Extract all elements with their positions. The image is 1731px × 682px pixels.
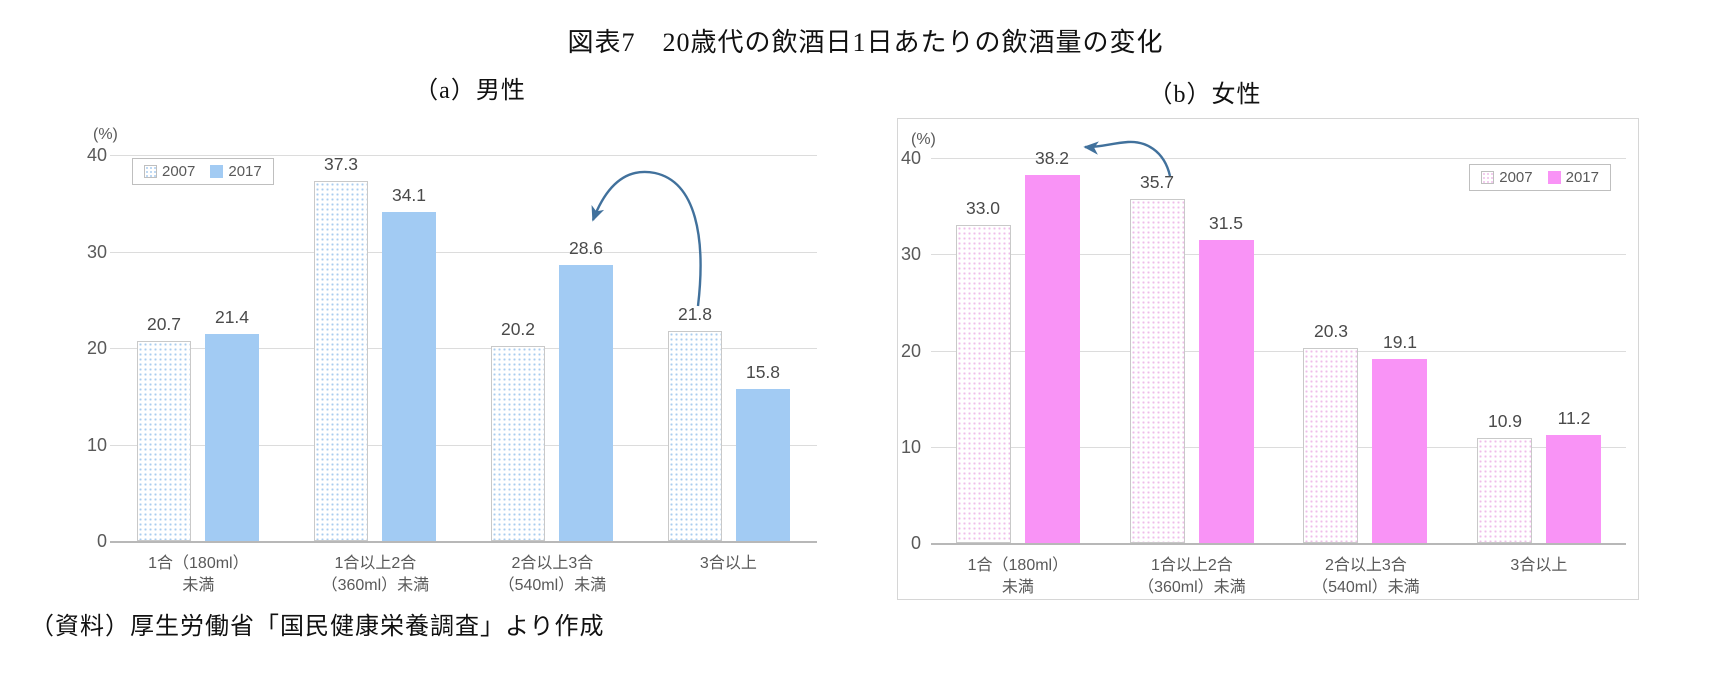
y-tick-label: 40 <box>900 148 921 168</box>
legend-label-2007: 2007 <box>1499 169 1533 186</box>
bar-2017-group3 <box>736 389 790 541</box>
figure-title: 図表7 20歳代の飲酒日1日あたりの飲酒量の変化 <box>567 28 1164 57</box>
value-label: 10.9 <box>1487 411 1523 431</box>
bar-2017-group0 <box>205 334 259 541</box>
value-label: 11.2 <box>1557 408 1591 428</box>
legend-label-2017: 2017 <box>1565 169 1599 186</box>
y-tick-label: 20 <box>900 341 921 361</box>
bar-2017-group1 <box>382 212 436 541</box>
legend-swatch-2007 <box>1481 171 1495 184</box>
value-label: 15.8 <box>745 362 781 382</box>
x-category-label: 2合以上3合 <box>1324 557 1407 574</box>
chart-men: (%) 40 30 20 10 0 20.7 21.4 1合（180ml） 未満 37.3 34.1 1… <box>65 112 845 617</box>
x-category-label: 3合以上 <box>699 555 757 572</box>
panel-title-men: （a）男性 <box>414 78 526 104</box>
panel-title-women: （b）女性 <box>1148 82 1262 108</box>
y-tick-label: 30 <box>900 244 921 264</box>
gridline-30 <box>110 252 817 253</box>
value-label: 33.0 <box>965 198 1001 218</box>
x-category-label: 未満 <box>182 577 215 594</box>
bar-2017-group0 <box>1025 175 1080 543</box>
gridline-40 <box>110 155 817 156</box>
y-tick-label: 0 <box>96 531 107 551</box>
gridline-40 <box>931 158 1626 159</box>
gridline-30 <box>931 254 1626 255</box>
gridline-20 <box>931 351 1626 352</box>
gridline-10 <box>110 445 817 446</box>
legend-swatch-2017 <box>210 165 224 178</box>
value-label: 20.3 <box>1313 321 1349 341</box>
bar-2007-group0 <box>137 341 191 541</box>
legend-swatch-2007 <box>144 165 157 178</box>
x-category-label: （540ml）未満 <box>498 577 607 594</box>
legend: 2007 2017 <box>1469 164 1611 191</box>
legend-swatch-2017 <box>1547 171 1561 184</box>
x-category-label: 1合以上2合 <box>334 555 417 572</box>
y-tick-label: 0 <box>910 533 921 553</box>
value-label: 34.1 <box>391 185 427 205</box>
gridline-20 <box>110 348 817 349</box>
x-category-label: （540ml）未満 <box>1312 579 1420 596</box>
gridline-0 <box>110 541 817 543</box>
percent-unit-label: (%) <box>911 131 936 148</box>
value-label: 20.2 <box>500 319 536 339</box>
legend-item-2007: 2007 <box>1481 169 1533 186</box>
bar-2007-group3 <box>1477 438 1532 543</box>
value-label: 19.1 <box>1382 332 1418 352</box>
y-tick-label: 30 <box>86 242 107 262</box>
source-note: （資料）厚生労働省「国民健康栄養調査」より作成 <box>30 614 605 640</box>
x-category-label: 2合以上3合 <box>511 555 594 572</box>
legend-label-2017: 2017 <box>228 163 262 180</box>
gridline-0 <box>931 543 1626 545</box>
legend-item-2017: 2017 <box>1547 169 1599 186</box>
legend-item-2017: 2017 <box>210 163 262 180</box>
bar-2007-group2 <box>1303 348 1358 543</box>
bar-2017-group2 <box>559 265 613 541</box>
x-category-label: 未満 <box>1001 579 1034 596</box>
value-label: 38.2 <box>1034 148 1070 168</box>
bar-2017-group2 <box>1372 359 1427 543</box>
y-tick-label: 10 <box>900 437 921 457</box>
value-label: 28.6 <box>568 238 604 258</box>
bar-2017-group3 <box>1546 435 1601 543</box>
value-label: 35.7 <box>1139 172 1175 192</box>
percent-unit-label: (%) <box>93 126 118 143</box>
legend-item-2007: 2007 <box>144 163 195 180</box>
x-category-label: 1合（180ml） <box>148 555 249 572</box>
value-label: 21.4 <box>214 307 250 327</box>
bar-2007-group1 <box>314 181 368 541</box>
x-category-label: 1合以上2合 <box>1150 557 1233 574</box>
bar-2017-group1 <box>1199 240 1254 543</box>
value-label: 20.7 <box>146 314 182 334</box>
value-label: 31.5 <box>1208 213 1244 233</box>
chart-women: (%) 40 30 20 10 0 33.0 38.2 1合（180ml） 未満 35.7 31.5 1… <box>897 118 1639 600</box>
bar-2007-group0 <box>956 225 1011 543</box>
x-category-label: （360ml）未満 <box>1138 579 1246 596</box>
bar-2007-group2 <box>491 346 545 541</box>
gridline-10 <box>931 447 1626 448</box>
x-category-label: （360ml）未満 <box>321 577 430 594</box>
y-tick-label: 10 <box>86 435 107 455</box>
y-tick-label: 20 <box>86 338 107 358</box>
x-category-label: 1合（180ml） <box>967 557 1069 574</box>
y-tick-label: 40 <box>86 145 107 165</box>
legend: 2007 2017 <box>132 158 274 185</box>
bar-2007-group1 <box>1130 199 1185 543</box>
bar-2007-group3 <box>668 331 722 541</box>
value-label: 21.8 <box>677 304 713 324</box>
value-label: 37.3 <box>323 154 359 174</box>
x-category-label: 3合以上 <box>1510 557 1568 574</box>
legend-label-2007: 2007 <box>162 163 196 180</box>
